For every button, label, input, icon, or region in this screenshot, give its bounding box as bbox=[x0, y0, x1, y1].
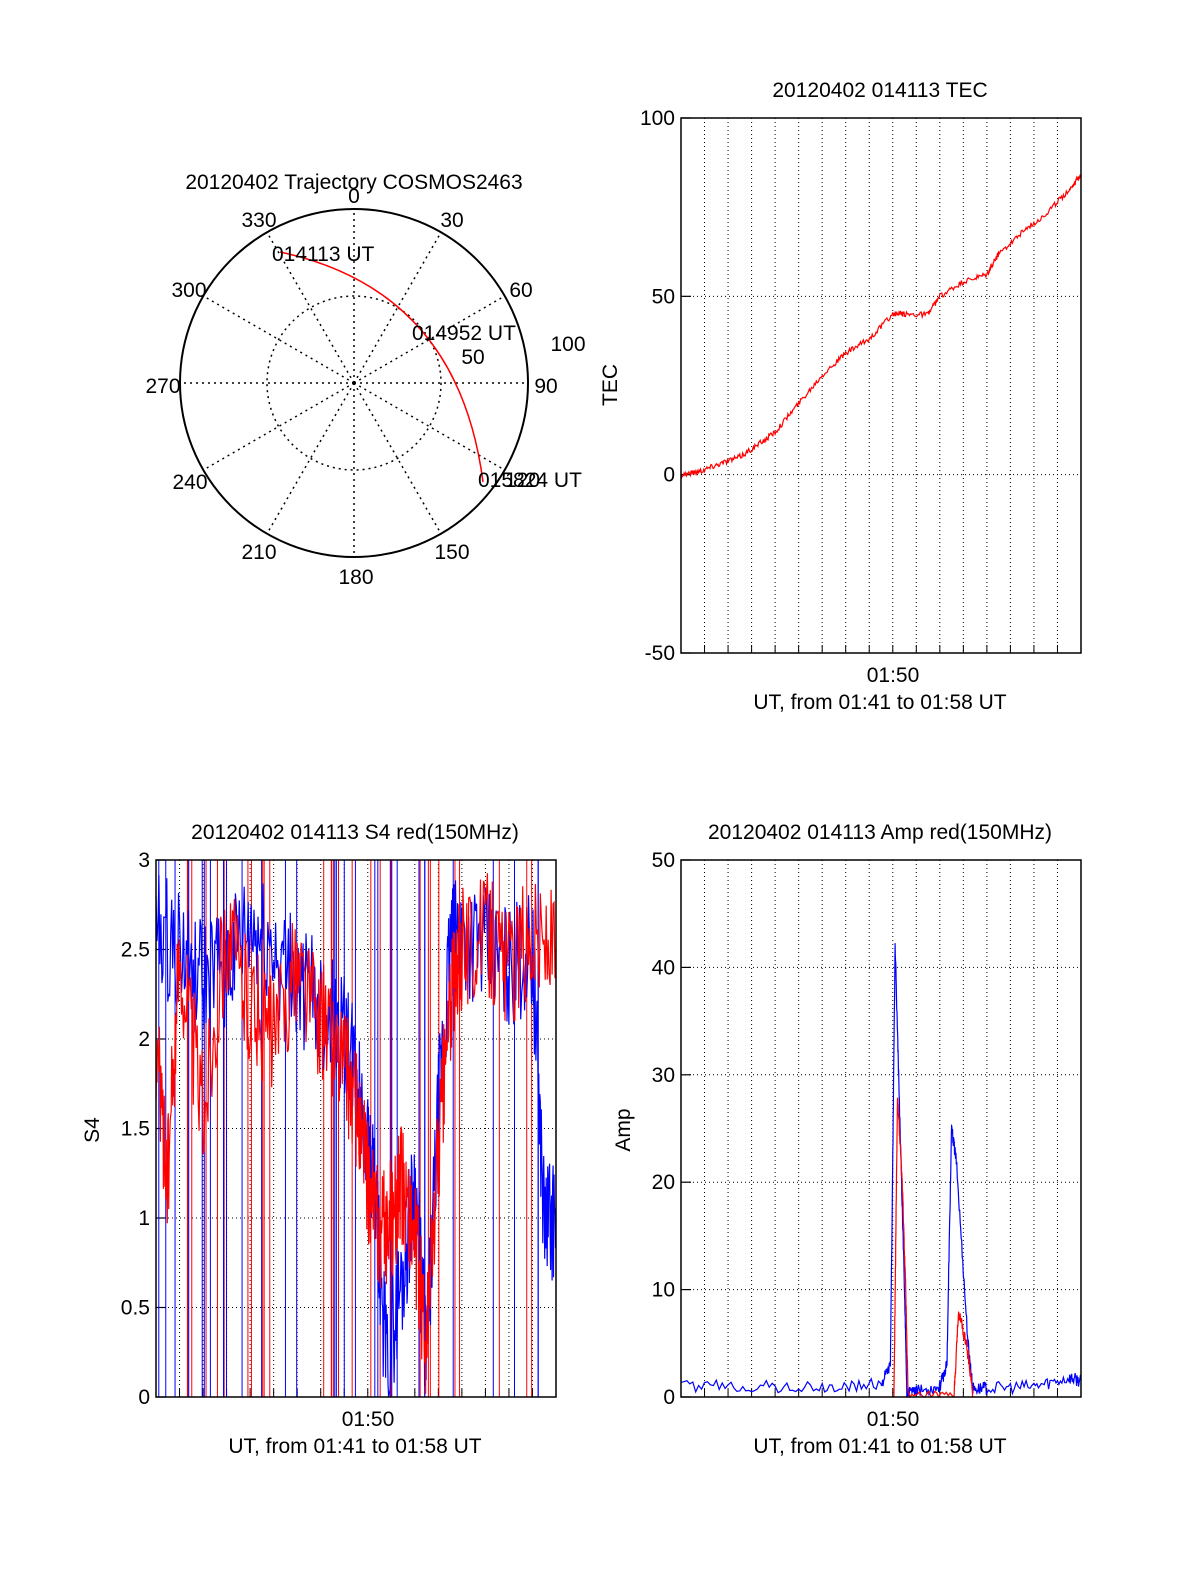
polar-spoke bbox=[202, 295, 355, 384]
amp-plot: 20120402 014113 Amp red(150MHz) 50 40 30 20… bbox=[612, 821, 1082, 1458]
tec-title: 20120402 014113 TEC bbox=[772, 79, 987, 102]
tec-y-tick-labels: 100 50 0 -50 bbox=[640, 107, 675, 665]
s4-x-tick-label: 01:50 bbox=[342, 1408, 395, 1431]
polar-spoke bbox=[266, 231, 355, 384]
tec-plot-frame bbox=[680, 117, 1082, 654]
series-line bbox=[680, 174, 1082, 480]
polar-spoke bbox=[353, 382, 442, 535]
azimuth-label-150: 150 bbox=[434, 541, 469, 564]
y-tick-label: 50 bbox=[652, 849, 675, 872]
s4-spikes bbox=[158, 860, 539, 1397]
s4-y-tick-labels: 3 2.5 2 1.5 1 0.5 0 bbox=[121, 849, 150, 1409]
y-tick-label: 50 bbox=[652, 285, 675, 308]
polar-spoke bbox=[353, 231, 442, 384]
s4-plot: 20120402 014113 S4 red(150MHz) 3 2.5 2 1.5 1… bbox=[81, 821, 557, 1458]
y-tick-label: 0.5 bbox=[121, 1297, 150, 1320]
y-tick-label: 2 bbox=[138, 1028, 150, 1051]
polar-inner-circle bbox=[266, 295, 442, 471]
y-tick-label: 0 bbox=[663, 464, 675, 487]
series-line bbox=[680, 943, 1082, 1398]
amp-series bbox=[680, 943, 1082, 1399]
y-tick-label: 3 bbox=[138, 849, 150, 872]
amp-grid bbox=[681, 859, 1081, 1398]
tec-x-tick-label: 01:50 bbox=[867, 664, 920, 687]
azimuth-label-300: 300 bbox=[171, 279, 206, 302]
trajectory-overlap-label: 120 bbox=[505, 469, 540, 492]
trajectory-start-label: 014113 UT bbox=[272, 243, 375, 266]
s4-x-axis-label: UT, from 01:41 to 01:58 UT bbox=[228, 1435, 481, 1458]
y-tick-label: 2.5 bbox=[121, 939, 150, 962]
y-tick-label: 10 bbox=[652, 1279, 675, 1302]
polar-title: 20120402 Trajectory COSMOS2463 bbox=[185, 171, 522, 194]
series-line bbox=[155, 873, 557, 1394]
y-tick-label: 20 bbox=[652, 1171, 675, 1194]
amp-y-axis-label: Amp bbox=[612, 1108, 635, 1151]
polar-spoke bbox=[353, 295, 506, 384]
tec-y-axis-label: TEC bbox=[599, 364, 622, 406]
polar-spoke bbox=[202, 382, 355, 471]
azimuth-label-0: 0 bbox=[348, 185, 360, 208]
azimuth-label-210: 210 bbox=[241, 541, 276, 564]
y-tick-label: -50 bbox=[645, 642, 675, 665]
azimuth-label-60: 60 bbox=[509, 279, 532, 302]
y-tick-label: 30 bbox=[652, 1064, 675, 1087]
amp-x-axis-label: UT, from 01:41 to 01:58 UT bbox=[753, 1435, 1006, 1458]
radial-label-50: 50 bbox=[461, 346, 484, 369]
azimuth-label-270: 270 bbox=[145, 375, 180, 398]
tec-series bbox=[680, 174, 1082, 480]
polar-trajectory-plot: 20120402 Trajectory COSMOS2463 0 30 60 9… bbox=[145, 171, 585, 589]
amp-y-tick-labels: 50 40 30 20 10 0 bbox=[652, 849, 675, 1409]
amp-plot-frame bbox=[680, 859, 1082, 1398]
s4-y-axis-label: S4 bbox=[81, 1117, 104, 1143]
azimuth-label-90: 90 bbox=[534, 375, 557, 398]
azimuth-label-180: 180 bbox=[338, 566, 373, 589]
y-tick-label: 0 bbox=[138, 1386, 150, 1409]
y-tick-label: 40 bbox=[652, 956, 675, 979]
amp-title: 20120402 014113 Amp red(150MHz) bbox=[708, 821, 1052, 844]
polar-spokes bbox=[180, 209, 528, 557]
polar-spoke bbox=[353, 382, 506, 471]
polar-spoke bbox=[266, 382, 355, 535]
azimuth-label-240: 240 bbox=[172, 471, 207, 494]
trajectory-mid-label: 014952 UT bbox=[412, 322, 516, 345]
radial-label-100: 100 bbox=[550, 333, 585, 356]
s4-plot-frame bbox=[155, 859, 557, 1398]
series-line bbox=[893, 1097, 974, 1399]
trajectory-end-label: 015824 UT bbox=[478, 469, 582, 492]
trajectory-line bbox=[279, 251, 484, 483]
tec-grid bbox=[681, 117, 1081, 654]
s4-series bbox=[155, 873, 557, 1398]
y-tick-label: 100 bbox=[640, 107, 675, 130]
y-tick-label: 1.5 bbox=[121, 1118, 150, 1141]
y-tick-label: 0 bbox=[663, 1386, 675, 1409]
polar-outer-circle bbox=[179, 208, 529, 558]
tec-x-axis-label: UT, from 01:41 to 01:58 UT bbox=[753, 691, 1006, 714]
y-tick-label: 1 bbox=[138, 1207, 150, 1230]
amp-x-tick-label: 01:50 bbox=[867, 1408, 920, 1431]
azimuth-label-330: 330 bbox=[241, 209, 276, 232]
azimuth-label-30: 30 bbox=[440, 209, 463, 232]
s4-title: 20120402 014113 S4 red(150MHz) bbox=[191, 821, 519, 844]
